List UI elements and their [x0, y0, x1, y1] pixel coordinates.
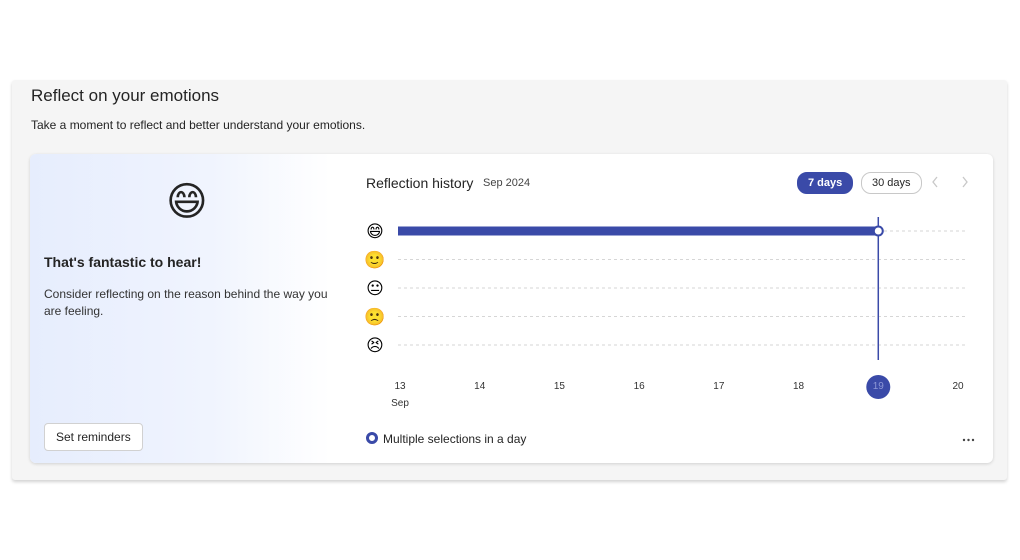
range-button[interactable]: 30 days [861, 172, 922, 194]
card-gradient [30, 154, 330, 463]
mood-body: Consider reflecting on the reason behind… [44, 287, 328, 318]
more-button[interactable] [962, 438, 975, 442]
history-title: Reflection history [366, 175, 474, 191]
mood-emoji: 😄 [166, 180, 208, 224]
legend-label: Multiple selections in a day [383, 432, 526, 446]
range-button[interactable]: 7 days [797, 172, 854, 194]
selected-day [866, 375, 891, 399]
x-tick-label: 18 [793, 381, 805, 392]
y-tick-label: 🙁 [364, 308, 385, 327]
y-tick-label: 😐 [366, 279, 384, 298]
x-tick-label: 14 [474, 381, 486, 392]
x-tick-label: 19 [873, 381, 885, 392]
reminders-button[interactable]: Set reminders [44, 423, 143, 451]
title: Reflect on your emotions [31, 86, 220, 105]
mood-message: That's fantastic to hear! [44, 254, 202, 270]
x-tick-label: 20 [952, 381, 964, 392]
y-tick-label: 🙂 [364, 251, 385, 270]
legend-marker [366, 432, 378, 444]
selection-marker [872, 225, 884, 237]
prev-arrow[interactable] [932, 176, 938, 188]
y-tick-label: 😣 [366, 336, 384, 355]
next-arrow[interactable] [962, 176, 968, 188]
history-period: Sep 2024 [483, 177, 531, 189]
x-month-label: Sep [391, 398, 409, 409]
x-tick-label: 16 [634, 381, 646, 392]
x-tick-label: 17 [713, 381, 725, 392]
x-tick-label: 15 [554, 381, 566, 392]
x-tick-label: 13 [394, 381, 406, 392]
subtitle: Take a moment to reflect and better unde… [31, 118, 366, 132]
y-tick-label: 😄 [366, 222, 384, 241]
